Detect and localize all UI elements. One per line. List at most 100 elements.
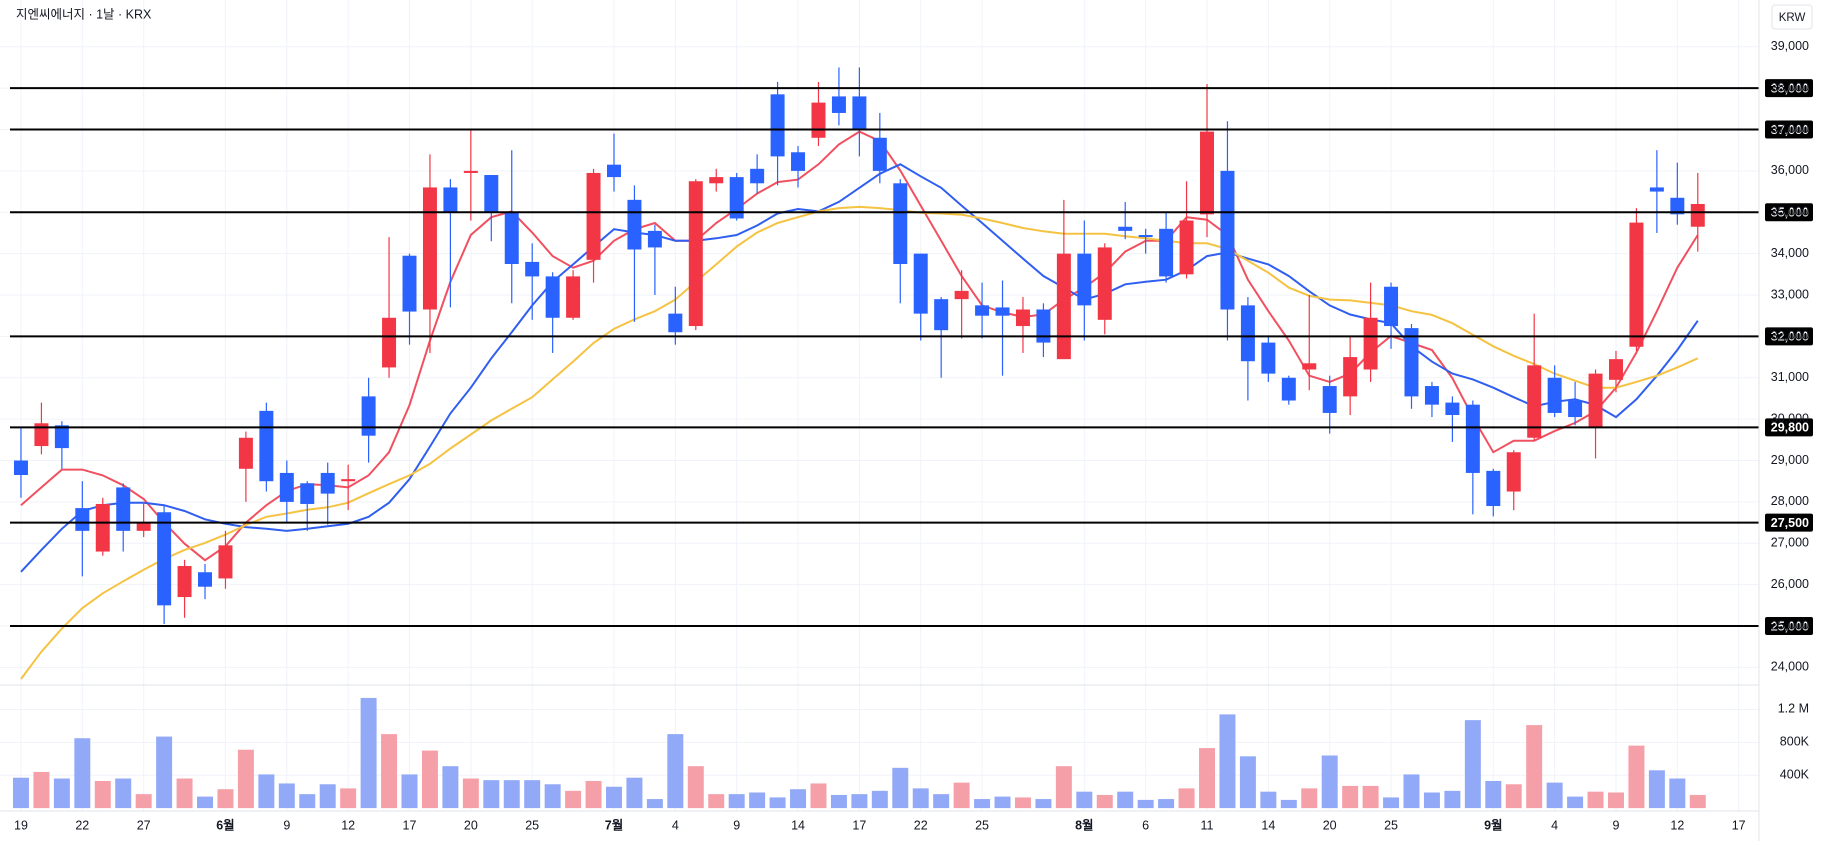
candle-body — [443, 187, 458, 213]
candle-body — [1404, 328, 1419, 397]
candle-body — [1649, 187, 1664, 192]
candle-body — [361, 396, 376, 436]
candle-body — [1568, 400, 1583, 418]
volume-bar — [728, 794, 745, 809]
candle-body — [934, 299, 949, 331]
candle-body — [1588, 373, 1603, 428]
volume-bar — [1526, 725, 1543, 809]
volume-bar — [1055, 766, 1072, 809]
x-tick-label: 4 — [672, 818, 679, 832]
x-tick-label: 12 — [1670, 818, 1684, 832]
currency-box[interactable] — [1771, 4, 1813, 30]
volume-bar — [503, 780, 520, 809]
candle-body — [279, 472, 294, 502]
volume-bar — [749, 792, 766, 809]
volume-tick-label: 800K — [1780, 735, 1810, 749]
levels: 38,000 37,000 35,000 32,000 29,800 27,500 25,0… — [10, 79, 1813, 636]
volume-bar — [1607, 792, 1624, 809]
candle-body — [136, 522, 151, 531]
volume-bar — [1035, 799, 1052, 809]
x-tick-label: 4 — [1551, 818, 1558, 832]
volume-bar — [462, 778, 479, 809]
volume-bar — [1342, 785, 1359, 809]
x-tick-label: 9월 — [1484, 817, 1502, 832]
volume-bar — [1383, 797, 1400, 809]
candle-body — [1527, 365, 1542, 438]
x-tick-label: 14 — [791, 818, 805, 832]
y-tick-label: 31,000 — [1771, 370, 1809, 384]
volume-bar — [135, 794, 152, 809]
y-tick-label: 30,000 — [1771, 411, 1809, 425]
candle-body — [402, 255, 417, 312]
volume-bar — [340, 788, 357, 809]
volume-tick-label: 400K — [1780, 768, 1810, 782]
x-tick-label: 20 — [464, 818, 478, 832]
x-tick-label: 25 — [525, 818, 539, 832]
volume-bar — [237, 749, 254, 809]
volume-bar — [524, 780, 541, 809]
volume-bar — [1260, 791, 1277, 809]
candle-body — [1343, 357, 1358, 397]
volume-bar — [1505, 784, 1522, 809]
volume-bar — [1239, 756, 1256, 809]
candle-body — [95, 503, 110, 552]
y-tick-label: 26,000 — [1771, 577, 1809, 591]
volume-bar — [1546, 782, 1563, 809]
candle-body — [954, 290, 969, 300]
x-tick-label: 6 — [1142, 818, 1149, 832]
candle-body — [504, 212, 519, 264]
candle-body — [525, 261, 540, 277]
candle-body — [811, 102, 826, 138]
x-tick-label: 12 — [341, 818, 355, 832]
candle-body — [259, 410, 274, 482]
candle-body — [320, 472, 335, 494]
volume-bar — [1014, 797, 1031, 809]
volume-bar — [94, 780, 111, 809]
volume-tick-label: 1.2 M — [1778, 702, 1809, 716]
volume-bar — [319, 784, 336, 809]
y-tick-label: 34,000 — [1771, 246, 1809, 260]
candle-body — [1220, 170, 1235, 310]
volume-bar — [483, 780, 500, 809]
candle-body — [1240, 305, 1255, 362]
candle-body — [1118, 226, 1133, 231]
volume-bar — [381, 734, 398, 809]
volume-bar — [810, 783, 827, 809]
x-tick-label: 20 — [1323, 818, 1337, 832]
volume-bar — [401, 774, 418, 809]
x-tick-label: 9 — [733, 818, 740, 832]
volume-bar — [544, 784, 561, 809]
volume-bar — [892, 767, 909, 809]
candle-body — [13, 460, 28, 476]
x-tick-label: 22 — [75, 818, 89, 832]
volume-bar — [258, 774, 275, 809]
candle-body — [770, 94, 785, 157]
candle-body — [463, 170, 478, 173]
level-label: 29,800 — [1771, 421, 1809, 435]
volume-bar — [12, 777, 29, 809]
candle-body — [1384, 286, 1399, 327]
volume-bar — [994, 796, 1011, 809]
candle-body — [238, 437, 253, 469]
volume-bar — [299, 794, 316, 809]
y-tick-label: 24,000 — [1771, 660, 1809, 674]
candle-body — [831, 96, 846, 113]
level-label-box — [1765, 327, 1813, 346]
volume-bar — [278, 783, 295, 809]
candle-body — [975, 305, 990, 316]
y-tick-label: 37,000 — [1771, 122, 1809, 136]
volume-bar — [667, 734, 684, 809]
level-label: 35,000 — [1771, 206, 1809, 220]
candle-body — [852, 96, 867, 130]
volume-bar — [1648, 770, 1665, 809]
y-tick-label: 28,000 — [1771, 494, 1809, 508]
candles — [13, 67, 1705, 624]
volume-bar — [605, 786, 622, 809]
volume-bar — [769, 797, 786, 809]
volume-bar — [851, 794, 868, 809]
candle-body — [1200, 131, 1214, 215]
y-tick-label: 38,000 — [1771, 80, 1809, 94]
candle-body — [300, 483, 315, 504]
volume-bar — [33, 771, 50, 809]
volume-bar — [565, 790, 582, 809]
